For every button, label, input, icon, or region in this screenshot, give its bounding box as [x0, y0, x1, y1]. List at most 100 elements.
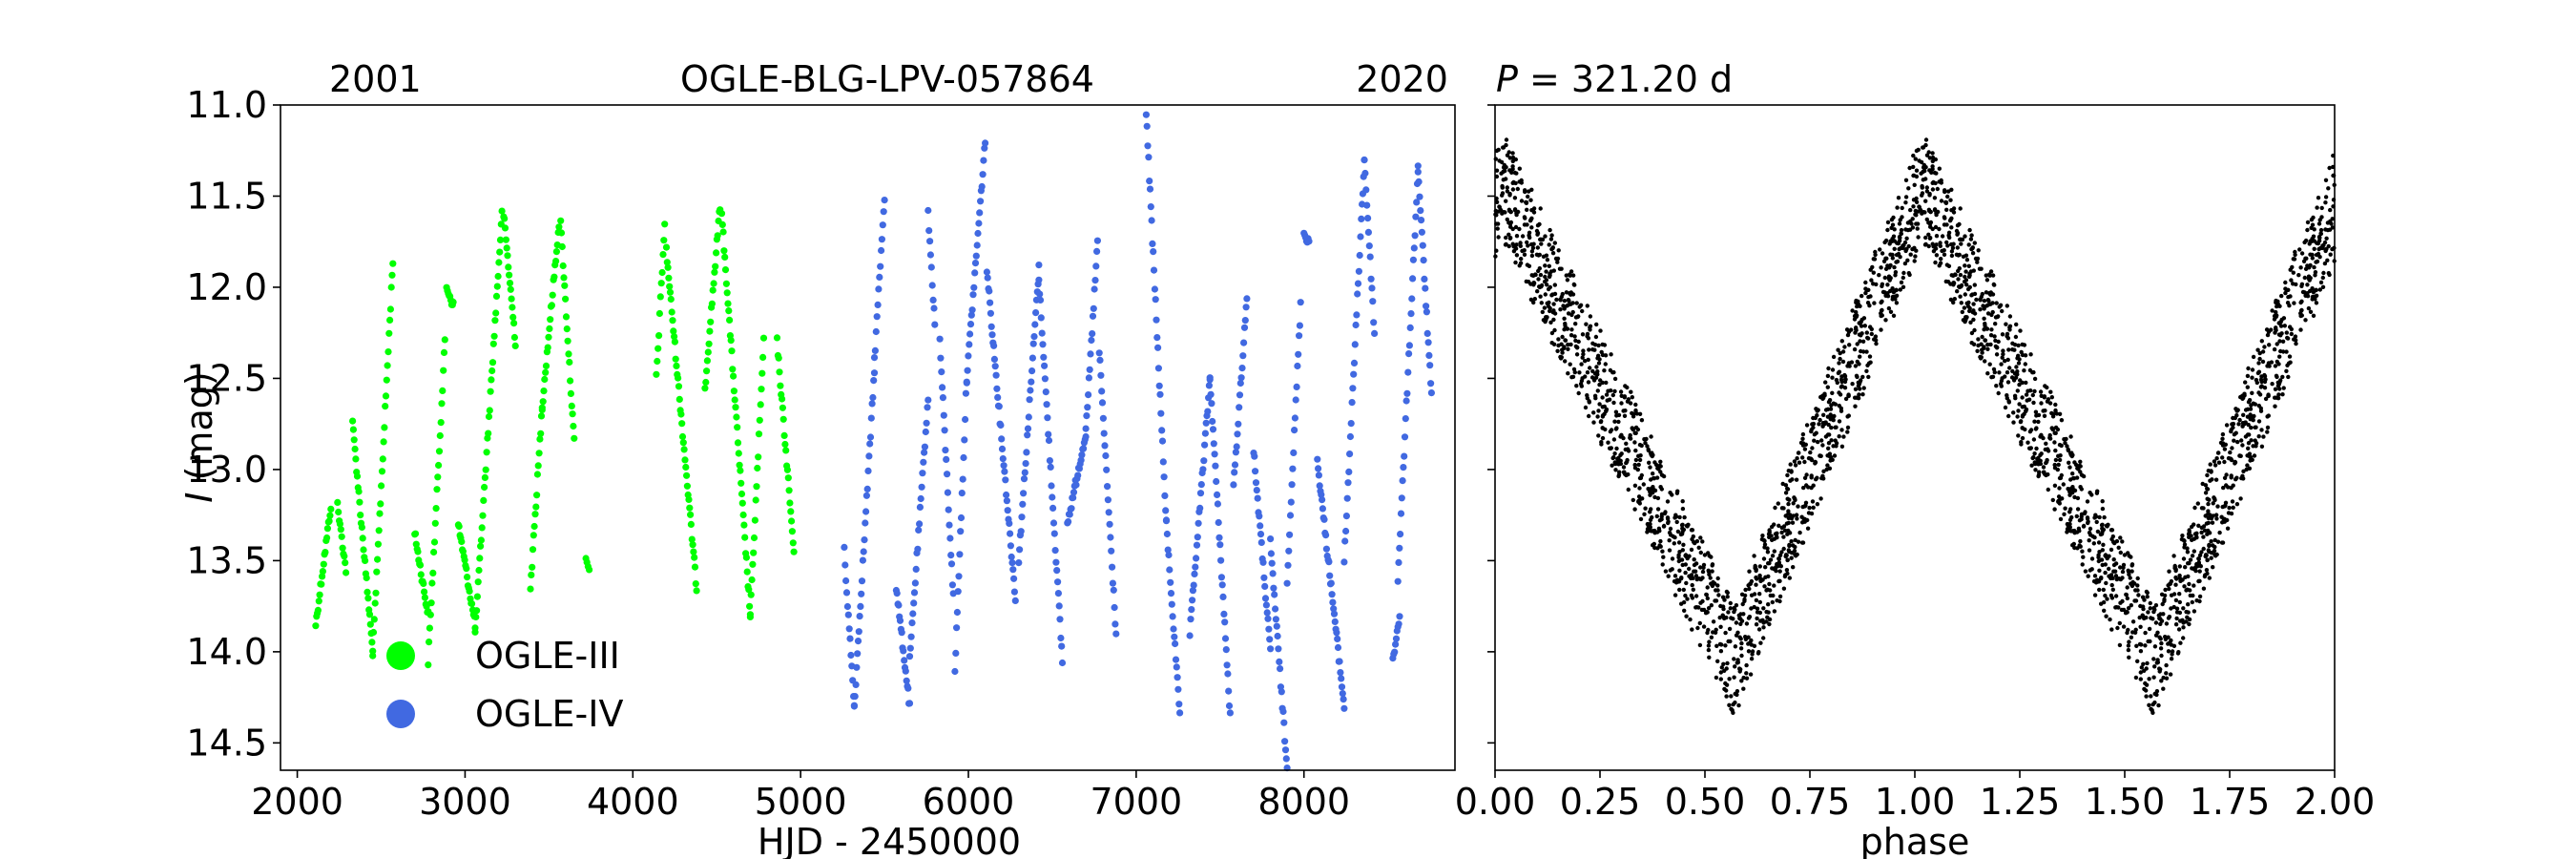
phase-point-687-1 — [2296, 273, 2301, 278]
lc-point-s1-g1-18 — [864, 467, 872, 474]
lc-point-s1-g25-17 — [1354, 290, 1361, 298]
phase-point-435-1 — [2276, 392, 2281, 397]
lc-point-s1-g4-16 — [919, 470, 926, 477]
lc-point-s1-g28-16 — [1406, 324, 1414, 331]
phase-point-206-1 — [2279, 293, 2284, 299]
phase-point-1354-0 — [1556, 343, 1561, 348]
phase-point-802-0 — [1901, 270, 1906, 276]
lc-point-s1-g10-7 — [1020, 475, 1028, 483]
lc-point-s0-g11-8 — [545, 333, 552, 341]
lc-point-s1-g18-12 — [1215, 534, 1223, 541]
phase-point-1316-0 — [1585, 393, 1589, 398]
lc-point-s1-g9-21 — [999, 455, 1007, 463]
phase-point-411-0 — [1528, 198, 1533, 202]
phase-point-1218-1 — [2192, 609, 2197, 614]
phase-point-1275-1 — [2294, 341, 2298, 346]
phase-point-580-0 — [1761, 556, 1767, 561]
phase-point-473-0 — [1654, 513, 1660, 519]
phase-point-433-1 — [2092, 593, 2098, 597]
lc-point-s1-g8-11 — [971, 260, 980, 267]
phase-point-1276-1 — [2265, 332, 2271, 338]
phase-point-1266-1 — [2067, 517, 2073, 522]
phase-point-592-0 — [1698, 550, 1704, 555]
lc-point-s1-g16-7 — [1168, 600, 1175, 608]
phase-point-1225-1 — [2176, 627, 2182, 632]
lc-point-s0-g2-25 — [368, 639, 376, 646]
phase-point-813-0 — [1587, 413, 1591, 419]
phase-point-1122-1 — [2294, 338, 2298, 343]
phase-point-370-1 — [1976, 337, 1981, 342]
phase-point-847-1 — [2017, 382, 2022, 388]
phase-point-491-0 — [1705, 596, 1711, 601]
phase-point-279-1 — [2221, 485, 2226, 491]
phase-point-665-0 — [1718, 624, 1723, 629]
phase-point-694-1 — [2049, 410, 2054, 416]
lc-point-s1-g16-16 — [1175, 701, 1183, 708]
lc-point-s0-g15-6 — [667, 295, 675, 304]
phase-point-651-0 — [1755, 616, 1759, 621]
phase-point-1135-1 — [2052, 507, 2057, 512]
lc-point-s1-g7-0 — [951, 667, 959, 676]
phase-point-155-1 — [2000, 355, 2005, 360]
phase-point-292-1 — [2105, 597, 2109, 601]
lc-point-s1-g11-26 — [1055, 602, 1063, 610]
phase-point-386-0 — [1677, 587, 1682, 593]
phase-point-1414-0 — [1534, 252, 1540, 257]
lc-point-s0-g8-7 — [477, 542, 485, 550]
phase-point-787-0 — [1532, 297, 1538, 302]
phase-point-1025-0 — [1590, 347, 1595, 352]
lc-point-s0-g14-6 — [657, 280, 665, 287]
lc-point-s1-g6-10 — [944, 489, 952, 496]
lc-point-s1-g24-35 — [1340, 704, 1348, 712]
lc-point-s1-g3-7 — [898, 629, 905, 637]
phase-point-971-1 — [2190, 566, 2194, 571]
phase-point-1094-1 — [2214, 516, 2219, 521]
phase-point-938-1 — [1998, 303, 2004, 307]
phase-point-1453-0 — [1542, 279, 1548, 284]
phase-point-900-0 — [1648, 465, 1652, 470]
phase-point-701-1 — [1975, 260, 1980, 264]
phase-point-966-0 — [1547, 300, 1551, 305]
phase-point-906-0 — [1757, 564, 1763, 569]
phase-point-1121-1 — [2262, 386, 2268, 390]
lc-point-s1-g29-0 — [1414, 168, 1422, 176]
lc-point-s0-g17-33 — [743, 568, 751, 576]
phase-point-1344-1 — [1954, 228, 1960, 234]
lc-point-s1-g6-9 — [944, 471, 951, 478]
lc-point-s1-g14-6 — [1100, 430, 1108, 437]
lc-point-s1-g5-5 — [928, 282, 936, 289]
lc-point-s1-g12-17 — [1077, 456, 1085, 464]
lc-point-s1-g13-4 — [1085, 374, 1092, 382]
lc-point-s0-g11-3 — [541, 375, 549, 384]
lc-point-s1-g24-15 — [1325, 558, 1333, 566]
phase-point-1143-0 — [1822, 391, 1827, 396]
phase-point-272-1 — [2230, 499, 2235, 504]
phase-point-1268-0 — [1732, 657, 1736, 661]
phase-point-639-0 — [1763, 565, 1768, 570]
phase-point-1411-1 — [1928, 220, 1934, 225]
phase-point-852-1 — [2025, 440, 2030, 445]
phase-point-441-1 — [2005, 370, 2010, 375]
lc-point-s1-g17-3 — [1189, 597, 1196, 604]
lc-point-s0-g17-13 — [728, 347, 736, 355]
phase-point-1343-1 — [2047, 435, 2052, 440]
lc-point-s0-g17-18 — [732, 404, 739, 411]
phase-point-1461-1 — [2324, 236, 2329, 241]
lc-point-s1-g28-18 — [1408, 295, 1416, 303]
phase-point-1446-0 — [1845, 425, 1851, 430]
lc-point-s0-g1-3 — [336, 520, 343, 528]
phase-point-1158-1 — [2302, 275, 2307, 281]
phase-point-1207-1 — [1932, 208, 1938, 213]
phase-point-94-1 — [2031, 437, 2037, 442]
phase-point-851-1 — [2148, 600, 2152, 606]
phase-point-894-0 — [1814, 430, 1818, 435]
phase-point-1310-0 — [1604, 392, 1610, 397]
phase-point-1161-0 — [1665, 499, 1671, 504]
lc-point-s1-g0-8 — [847, 651, 855, 660]
phase-point-1331-1 — [2070, 529, 2075, 534]
lc-point-s1-g7-11 — [960, 453, 967, 462]
phase-point-390-1 — [2097, 550, 2102, 555]
phase-point-1371-0 — [1655, 495, 1661, 501]
phase-point-830-0 — [1802, 447, 1808, 451]
